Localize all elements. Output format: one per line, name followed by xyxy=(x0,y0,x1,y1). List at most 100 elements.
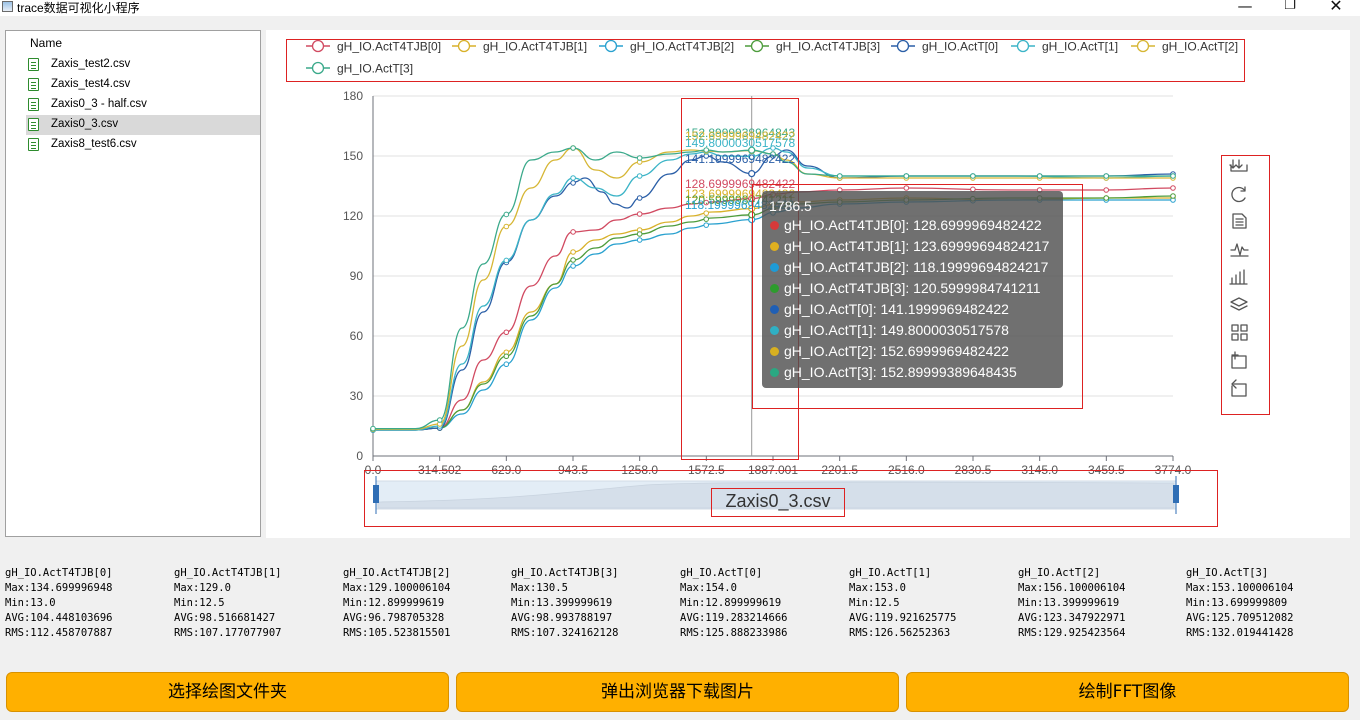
csv-file-icon xyxy=(28,98,39,111)
stat-column: gH_IO.ActT[0] Max:154.0 Min:12.899999619 AV… xyxy=(680,566,848,641)
file-tree-panel[interactable]: Name Zaxis_test2.csv Zaxis_test4.csv Zax… xyxy=(5,30,261,537)
stat-avg: AVG:98.516681427 xyxy=(174,612,276,624)
series-point xyxy=(703,216,710,222)
series-group xyxy=(370,145,1176,432)
series-point xyxy=(503,353,510,360)
legend-label: gH_IO.ActT[2] xyxy=(1162,40,1238,54)
stack-icon[interactable] xyxy=(1230,297,1248,311)
file-name: Zaxis0_3 - half.csv xyxy=(51,98,147,110)
file-name: Zaxis_test2.csv xyxy=(51,58,131,70)
series-point xyxy=(570,175,576,181)
close-button[interactable]: ✕ xyxy=(1329,0,1343,15)
tooltip-row-label: gH_IO.ActT[3]: 152.89999389648435 xyxy=(784,364,1017,380)
window-titlebar: trace数据可视化小程序 — ❐ ✕ xyxy=(0,0,1360,16)
tiled-icon[interactable] xyxy=(1231,324,1248,341)
series-color-dot xyxy=(770,242,779,251)
file-item[interactable]: Zaxis_test2.csv xyxy=(26,55,260,75)
file-item-selected[interactable]: Zaxis0_3.csv xyxy=(26,115,260,135)
file-item[interactable]: Zaxis8_test6.csv xyxy=(26,135,260,155)
series-point xyxy=(503,329,510,336)
series-color-dot xyxy=(770,284,779,293)
line-chart-icon[interactable] xyxy=(1230,243,1249,257)
legend-marker xyxy=(896,39,910,53)
file-item[interactable]: Zaxis_test4.csv xyxy=(26,75,260,95)
select-folder-button[interactable]: 选择绘图文件夹 xyxy=(6,672,449,712)
legend-label: gH_IO.ActT[0] xyxy=(922,40,998,54)
cursor-point xyxy=(748,146,756,154)
legend-item: gH_IO.ActT[0] xyxy=(891,40,998,54)
data-view-icon[interactable] xyxy=(1232,213,1247,229)
series-point xyxy=(770,151,776,157)
series-point xyxy=(636,231,643,237)
series-point xyxy=(903,185,910,191)
legend-label: gH_IO.ActT4TJB[3] xyxy=(776,40,880,54)
series-color-dot xyxy=(770,305,779,314)
series-point xyxy=(703,222,710,228)
value-label: 128.6999969482422 xyxy=(685,177,795,191)
y-tick-label: 150 xyxy=(343,149,363,163)
series-color-dot xyxy=(770,326,779,335)
legend-label: gH_IO.ActT4TJB[1] xyxy=(483,40,587,54)
tooltip-row: gH_IO.ActT[1]: 149.8000030517578 xyxy=(770,322,1009,342)
series-color-dot xyxy=(770,263,779,272)
stat-name: gH_IO.ActT4TJB[2] xyxy=(343,567,451,579)
series-point xyxy=(1103,195,1110,201)
tooltip-row: gH_IO.ActT[2]: 152.6999969482422 xyxy=(770,343,1009,363)
stack-icon-shape xyxy=(1230,297,1248,311)
zoom-select-icon[interactable] xyxy=(1231,351,1247,369)
chart-legend: gH_IO.ActT4TJB[0] gH_IO.ActT4TJB[1] gH_IO.… xyxy=(306,40,1238,76)
series-point xyxy=(570,180,576,186)
series-color-dot xyxy=(770,221,779,230)
stat-max: Max:154.0 xyxy=(680,582,737,594)
csv-file-icon xyxy=(28,58,39,71)
refresh-icon[interactable] xyxy=(1231,186,1246,203)
csv-file-icon xyxy=(28,78,39,91)
stat-column: gH_IO.ActT[3] Max:153.100006104 Min:13.699… xyxy=(1186,566,1354,641)
legend-item: gH_IO.ActT[1] xyxy=(1011,40,1118,54)
stat-column: gH_IO.ActT4TJB[1] Max:129.0 Min:12.5 AVG:98… xyxy=(174,566,342,641)
stat-max: Max:153.100006104 xyxy=(1186,582,1294,594)
stat-min: Min:13.399999619 xyxy=(1018,597,1120,609)
series-point xyxy=(503,257,510,264)
tooltip-row: gH_IO.ActT4TJB[2]: 118.19999694824217 xyxy=(770,259,1048,279)
tooltip-title: 1786.5 xyxy=(769,198,812,214)
chart-panel[interactable]: gH_IO.ActT4TJB[0] gH_IO.ActT4TJB[1] gH_IO.… xyxy=(266,30,1350,538)
stat-avg: AVG:104.448103696 xyxy=(5,612,113,624)
stat-rms: RMS:112.458707887 xyxy=(5,627,113,639)
legend-label: gH_IO.ActT[3] xyxy=(337,62,413,76)
series-color-dot xyxy=(770,368,779,377)
tooltip-row: gH_IO.ActT[3]: 152.89999389648435 xyxy=(770,364,1017,384)
zoom-back-icon[interactable] xyxy=(1231,379,1247,397)
bar-chart-icon[interactable] xyxy=(1229,269,1248,285)
stat-rms: RMS:129.925423564 xyxy=(1018,627,1126,639)
cursor-point xyxy=(748,170,756,178)
legend-marker xyxy=(1016,39,1030,53)
series-point xyxy=(503,223,510,230)
series-point xyxy=(570,145,576,151)
stat-column: gH_IO.ActT4TJB[2] Max:129.100006104 Min:12… xyxy=(343,566,511,641)
stat-column: gH_IO.ActT4TJB[0] Max:134.699996948 Min:13… xyxy=(5,566,173,641)
download-image-button[interactable]: 弹出浏览器下载图片 xyxy=(456,672,899,712)
minimize-button[interactable]: — xyxy=(1237,0,1253,15)
csv-file-icon xyxy=(28,118,39,131)
maximize-button[interactable]: ❐ xyxy=(1284,0,1296,13)
series-point xyxy=(570,257,576,263)
series-line xyxy=(373,147,1173,430)
file-tree-header: Name xyxy=(30,36,63,50)
zoom-highlight-box xyxy=(364,470,1218,527)
legend-item: gH_IO.ActT[2] xyxy=(1131,40,1238,54)
stat-name: gH_IO.ActT4TJB[1] xyxy=(174,567,282,579)
line-chart[interactable]: gH_IO.ActT4TJB[0] gH_IO.ActT4TJB[1] gH_IO.… xyxy=(266,30,1350,538)
draw-fft-button[interactable]: 绘制FFT图像 xyxy=(906,672,1349,712)
download-icon-shape xyxy=(1229,159,1248,172)
y-tick-label: 180 xyxy=(343,89,363,103)
download-icon[interactable] xyxy=(1229,159,1248,172)
series-point xyxy=(503,361,510,368)
legend-marker xyxy=(1136,39,1150,53)
legend-label: gH_IO.ActT4TJB[2] xyxy=(630,40,734,54)
y-tick-label: 60 xyxy=(350,329,364,343)
file-item[interactable]: Zaxis0_3 - half.csv xyxy=(26,95,260,115)
tooltip-highlight-box xyxy=(752,184,1083,409)
tooltip-row-label: gH_IO.ActT[0]: 141.1999969482422 xyxy=(784,301,1009,317)
series-point xyxy=(636,195,643,201)
